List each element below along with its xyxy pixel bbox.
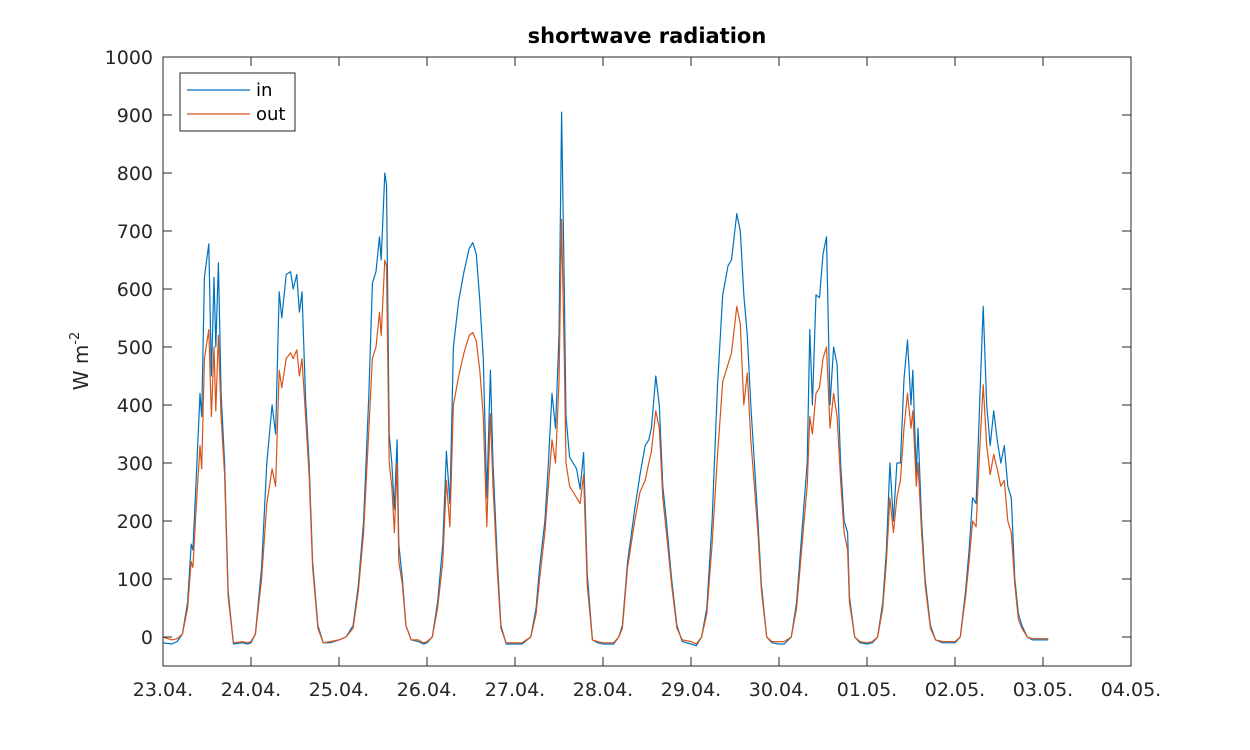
y-tick-label: 200 (117, 511, 153, 533)
x-tick-label: 26.04. (397, 679, 457, 701)
y-tick-label: 600 (117, 279, 153, 301)
x-axis: 23.04. 24.04. 25.04. 26.04. 27.04. 28.04. 29.0… (133, 57, 1161, 701)
y-tick-label: 700 (117, 221, 153, 243)
y-axis-label-exponent: -2 (68, 332, 83, 345)
x-tick-label: 04.05. (1101, 679, 1161, 701)
y-tick-label: 400 (117, 395, 153, 417)
y-tick-label: 800 (117, 163, 153, 185)
x-tick-label: 28.04. (573, 679, 633, 701)
chart-title: shortwave radiation (528, 24, 767, 48)
x-tick-label: 03.05. (1013, 679, 1073, 701)
series-line-out (162, 218, 1049, 645)
x-tick-label: 27.04. (485, 679, 545, 701)
y-tick-label: 900 (117, 105, 153, 127)
y-axis-label-base: W m (69, 345, 93, 391)
x-tick-label: 02.05. (925, 679, 985, 701)
y-tick-label: 500 (117, 337, 153, 359)
x-tick-label: 01.05. (837, 679, 897, 701)
x-tick-label: 23.04. (133, 679, 193, 701)
y-axis: 0 100 200 300 400 500 600 700 800 900 1000 (105, 47, 1131, 649)
x-tick-label: 30.04. (749, 679, 809, 701)
plot-area (162, 111, 1049, 647)
axes-box (162, 56, 1132, 667)
legend-label-out: out (256, 104, 285, 125)
x-tick-label: 25.04. (309, 679, 369, 701)
legend-box (179, 72, 296, 132)
x-tick-label: 24.04. (221, 679, 281, 701)
y-tick-label: 300 (117, 453, 153, 475)
y-tick-label: 0 (141, 627, 153, 649)
legend: in out (179, 72, 296, 132)
y-tick-label: 1000 (105, 47, 153, 69)
y-tick-label: 100 (117, 569, 153, 591)
x-tick-label: 29.04. (661, 679, 721, 701)
legend-label-in: in (256, 80, 272, 101)
y-axis-label: W m-2 (68, 332, 93, 391)
